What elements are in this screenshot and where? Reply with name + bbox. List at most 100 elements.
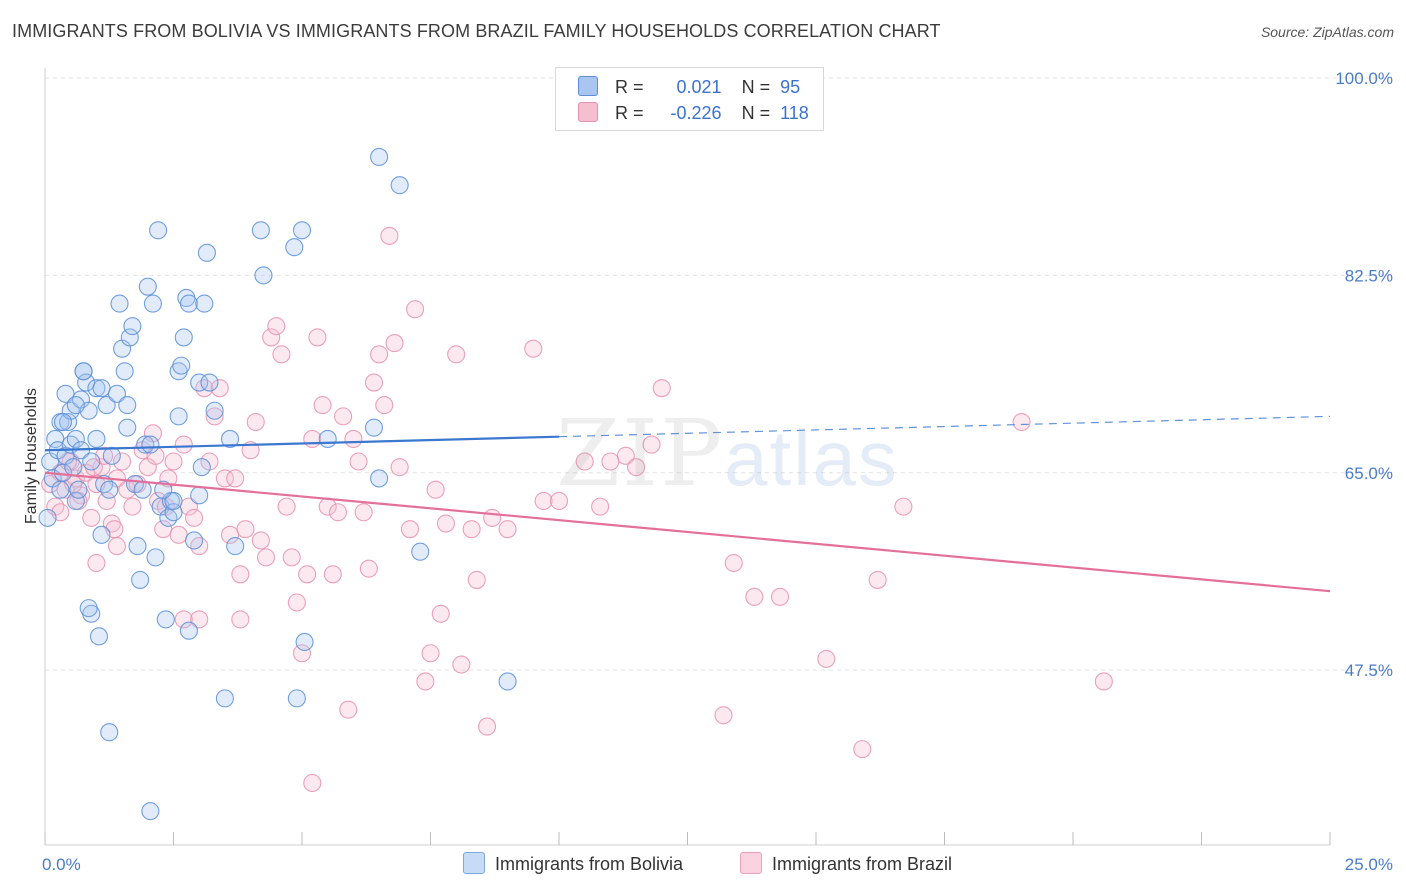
brazil-point	[303, 429, 322, 448]
y-tick-label: 65.0%	[1345, 464, 1393, 483]
brazil-point	[185, 508, 204, 527]
bottom-legend-bolivia: Immigrants from Bolivia	[463, 852, 683, 875]
brazil-point	[349, 452, 368, 471]
series-bolivia	[38, 147, 517, 821]
bolivia-swatch	[578, 76, 598, 96]
bolivia-point	[185, 531, 204, 550]
brazil-point	[447, 345, 466, 364]
brazil-point	[231, 610, 250, 629]
brazil-point	[107, 537, 127, 556]
brazil-point	[123, 497, 142, 516]
series-brazil	[41, 226, 1113, 793]
brazil-point	[303, 773, 322, 793]
brazil-point	[277, 497, 296, 516]
brazil-point	[375, 396, 394, 415]
bolivia-point	[138, 277, 157, 296]
brazil-point	[339, 700, 358, 719]
brazil-point	[745, 587, 764, 606]
bolivia-point	[118, 418, 137, 437]
brazil-point	[642, 435, 661, 454]
legend-row-brazil: R = -0.226 N = 118	[578, 102, 809, 128]
brazil-point	[421, 644, 440, 663]
y-tick-label: 47.5%	[1345, 661, 1393, 680]
brazil-point	[210, 379, 229, 398]
bolivia-point	[66, 429, 85, 448]
bolivia-point	[149, 221, 168, 240]
bolivia-point	[66, 396, 85, 415]
brazil-point	[174, 610, 193, 629]
brazil-point	[164, 452, 183, 471]
bolivia-point	[295, 632, 314, 652]
bolivia-point	[154, 480, 173, 499]
bolivia-point	[102, 446, 121, 465]
brazil-point	[308, 328, 327, 347]
watermark-zip: ZIP	[556, 400, 725, 507]
brazil-point	[817, 649, 836, 668]
bolivia-point	[164, 491, 183, 511]
brazil-point	[169, 525, 188, 544]
legend-r-label: R =	[615, 77, 644, 97]
brazil-point	[267, 317, 286, 336]
bolivia-point	[87, 379, 106, 398]
bolivia-point	[190, 373, 209, 392]
bolivia-point	[197, 243, 216, 262]
brazil-point	[770, 587, 790, 606]
bolivia-point	[179, 294, 198, 313]
bolivia-point	[205, 401, 224, 420]
brazil-point	[370, 345, 389, 364]
brazil-point	[251, 531, 270, 550]
legend-n-label: N =	[741, 77, 771, 97]
brazil-point	[380, 226, 399, 245]
bolivia-point	[74, 362, 93, 381]
bolivia-point	[370, 147, 389, 167]
bolivia-point	[100, 480, 119, 499]
bottom-legend-brazil: Immigrants from Brazil	[740, 852, 952, 875]
bolivia-point	[118, 396, 137, 415]
bolivia-point	[141, 435, 160, 454]
bolivia-point	[292, 221, 312, 240]
bolivia-point	[59, 412, 78, 432]
brazil-point	[452, 655, 471, 674]
bolivia-point	[87, 429, 106, 448]
brazil-point	[215, 469, 234, 488]
brazil-point	[205, 407, 224, 426]
brazil-point	[231, 565, 250, 584]
brazil-point	[627, 458, 646, 477]
brazil-swatch	[740, 852, 762, 874]
bolivia-point	[100, 723, 119, 742]
brazil-point	[894, 497, 913, 516]
brazil-point	[1094, 672, 1113, 691]
brazil-point	[256, 548, 276, 567]
brazil-point	[426, 480, 445, 499]
bolivia-point	[131, 570, 150, 589]
brazil-legend-label: Immigrants from Brazil	[772, 854, 953, 874]
brazil-point	[292, 644, 312, 663]
bolivia-point	[133, 480, 152, 499]
brazil-trend-line	[44, 471, 1331, 593]
brazil-point	[262, 328, 281, 347]
bolivia-point	[89, 627, 109, 646]
bolivia-point	[64, 458, 83, 477]
bolivia-legend-label: Immigrants from Bolivia	[495, 854, 684, 874]
bolivia-point	[195, 294, 214, 313]
bolivia-point	[92, 379, 111, 398]
brazil-point	[190, 537, 209, 556]
gridlines	[45, 77, 1392, 671]
bolivia-point	[285, 238, 304, 257]
brazil-point	[416, 672, 435, 691]
brazil-point	[354, 503, 373, 522]
bolivia-point	[92, 525, 111, 544]
bolivia-point	[226, 537, 245, 556]
bolivia-point	[390, 176, 409, 195]
brazil-point	[287, 593, 306, 612]
legend-row-bolivia: R = 0.021 N = 95	[578, 76, 800, 102]
bolivia-point	[287, 689, 306, 708]
y-tick-label: 82.5%	[1345, 266, 1393, 285]
brazil-point	[714, 706, 733, 725]
bolivia-point	[318, 429, 337, 448]
brazil-point	[534, 491, 553, 511]
bolivia-point	[156, 610, 175, 629]
brazil-point	[364, 373, 384, 392]
legend-n-value: 95	[780, 77, 801, 97]
bolivia-point	[146, 548, 165, 567]
